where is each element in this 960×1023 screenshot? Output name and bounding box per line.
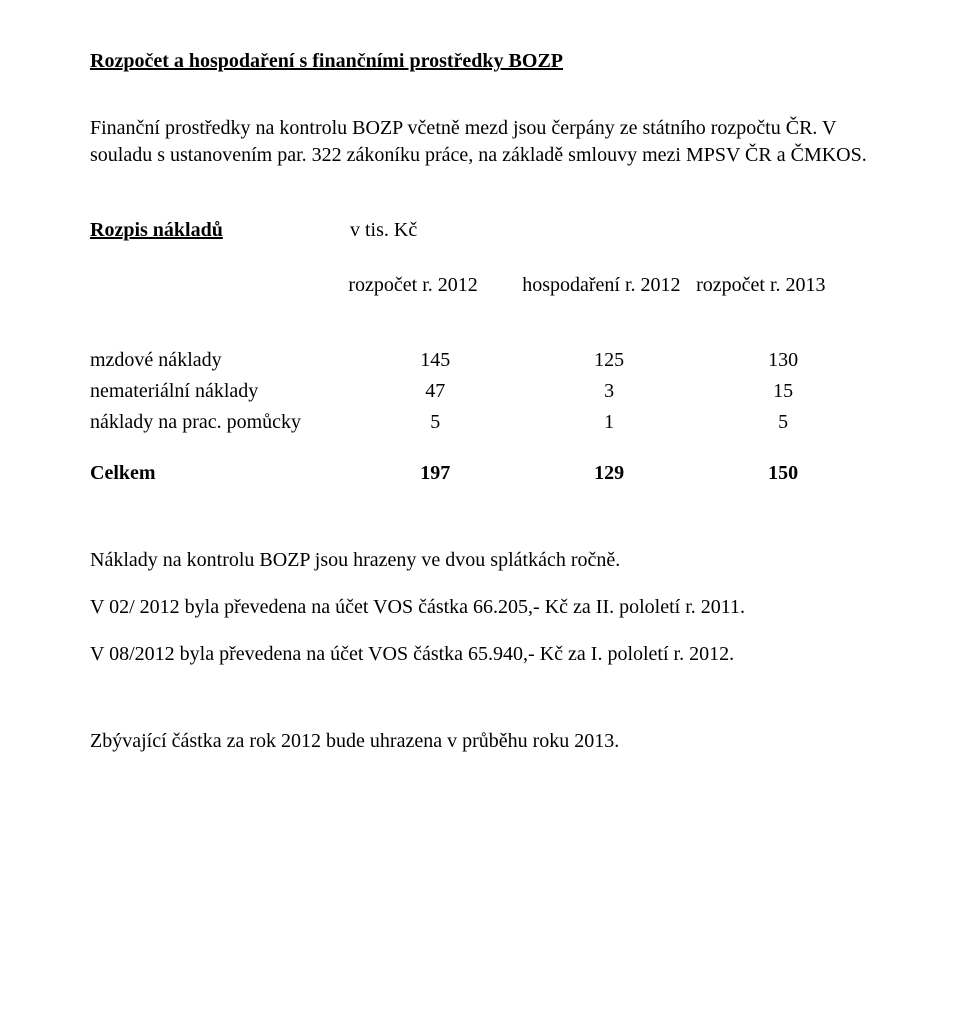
row-label: mzdové náklady: [90, 347, 348, 374]
col-header-1: rozpočet r. 2012: [348, 272, 522, 299]
col-header-3: rozpočet r. 2013: [696, 272, 870, 299]
intro-paragraph: Finanční prostředky na kontrolu BOZP vče…: [90, 115, 870, 169]
row-label: nemateriální náklady: [90, 378, 348, 405]
col-header-2: hospodaření r. 2012: [522, 272, 696, 299]
row-value: 125: [522, 347, 696, 374]
page-title: Rozpočet a hospodaření s finančními pros…: [90, 48, 870, 75]
rozpis-units: v tis. Kč: [350, 217, 417, 244]
footer-line: Zbývající částka za rok 2012 bude uhraze…: [90, 728, 870, 755]
table-row: nemateriální náklady 47 3 15: [90, 378, 870, 405]
note-line-2: V 02/ 2012 byla převedena na účet VOS čá…: [90, 594, 870, 621]
header-spacer: [90, 272, 348, 299]
row-value: 145: [348, 347, 522, 374]
note-line-1: Náklady na kontrolu BOZP jsou hrazeny ve…: [90, 547, 870, 574]
total-label: Celkem: [90, 460, 348, 487]
row-value: 1: [522, 409, 696, 436]
cost-table: mzdové náklady 145 125 130 nemateriální …: [90, 347, 870, 436]
rozpis-label: Rozpis nákladů: [90, 217, 350, 244]
table-row: náklady na prac. pomůcky 5 1 5: [90, 409, 870, 436]
row-value: 3: [522, 378, 696, 405]
total-value: 150: [696, 460, 870, 487]
note-line-3: V 08/2012 byla převedena na účet VOS čás…: [90, 641, 870, 668]
total-row: Celkem 197 129 150: [90, 460, 870, 487]
total-value: 129: [522, 460, 696, 487]
row-value: 5: [348, 409, 522, 436]
rozpis-heading-row: Rozpis nákladů v tis. Kč: [90, 217, 870, 244]
row-label: náklady na prac. pomůcky: [90, 409, 348, 436]
row-value: 130: [696, 347, 870, 374]
row-value: 15: [696, 378, 870, 405]
table-row: mzdové náklady 145 125 130: [90, 347, 870, 374]
row-value: 47: [348, 378, 522, 405]
total-value: 197: [348, 460, 522, 487]
table-header-row: rozpočet r. 2012 hospodaření r. 2012 roz…: [90, 272, 870, 299]
row-value: 5: [696, 409, 870, 436]
